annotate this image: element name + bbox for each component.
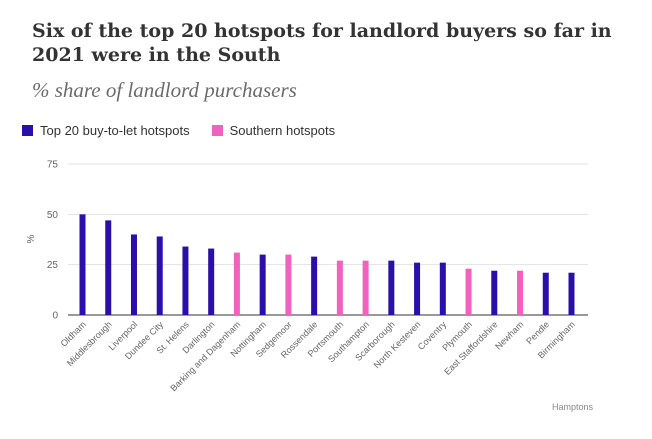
bar-sedgemoor bbox=[285, 254, 292, 315]
bar-st-helens bbox=[182, 246, 189, 315]
bar-plymouth bbox=[465, 268, 472, 315]
bar-southampton bbox=[362, 260, 369, 315]
bar-middlesbrough bbox=[105, 220, 112, 315]
bar-north-kesteven bbox=[414, 262, 421, 315]
ticks-layer: 0 25 50 75 bbox=[47, 160, 59, 322]
legend-label-top20: Top 20 buy-to-let hotspots bbox=[40, 123, 190, 138]
legend-swatch-top20 bbox=[22, 125, 33, 136]
legend-label-southern: Southern hotspots bbox=[229, 123, 336, 138]
legend-item-southern: Southern hotspots bbox=[211, 123, 336, 138]
y-tick-label: 75 bbox=[47, 160, 59, 171]
x-tick-label: Newham bbox=[493, 319, 525, 351]
chart-title: Six of the top 20 hotspots for landlord … bbox=[32, 20, 612, 66]
bar-dundee-city bbox=[156, 236, 163, 315]
bar-liverpool bbox=[130, 234, 137, 315]
bar-portsmouth bbox=[336, 260, 343, 315]
bar-newham bbox=[517, 270, 524, 315]
y-tick-label: 25 bbox=[47, 260, 59, 271]
bar-darlington bbox=[208, 248, 215, 315]
y-tick-label: 0 bbox=[52, 311, 58, 322]
bar-pendle bbox=[542, 272, 549, 315]
bar-rossendale bbox=[311, 256, 318, 315]
bar-oldham bbox=[79, 214, 86, 315]
y-axis-label: % bbox=[26, 234, 37, 243]
legend-item-top20: Top 20 buy-to-let hotspots bbox=[22, 123, 190, 138]
legend-swatch-southern bbox=[211, 125, 223, 136]
chart-legend: Top 20 buy-to-let hotspots Southern hots… bbox=[22, 123, 357, 138]
bar-coventry bbox=[439, 262, 446, 315]
bar-nottingham bbox=[259, 254, 266, 315]
y-tick-label: 50 bbox=[47, 210, 59, 221]
bar-scarborough bbox=[388, 260, 395, 315]
bars-layer bbox=[79, 214, 575, 315]
grid-layer bbox=[68, 163, 588, 316]
chart-subtitle: % share of landlord purchasers bbox=[32, 78, 297, 102]
bar-east-staffordshire bbox=[491, 270, 498, 315]
source-label: Hamptons bbox=[552, 402, 594, 412]
bar-barking-and-dagenham bbox=[233, 252, 240, 315]
bar-birmingham bbox=[568, 272, 575, 315]
